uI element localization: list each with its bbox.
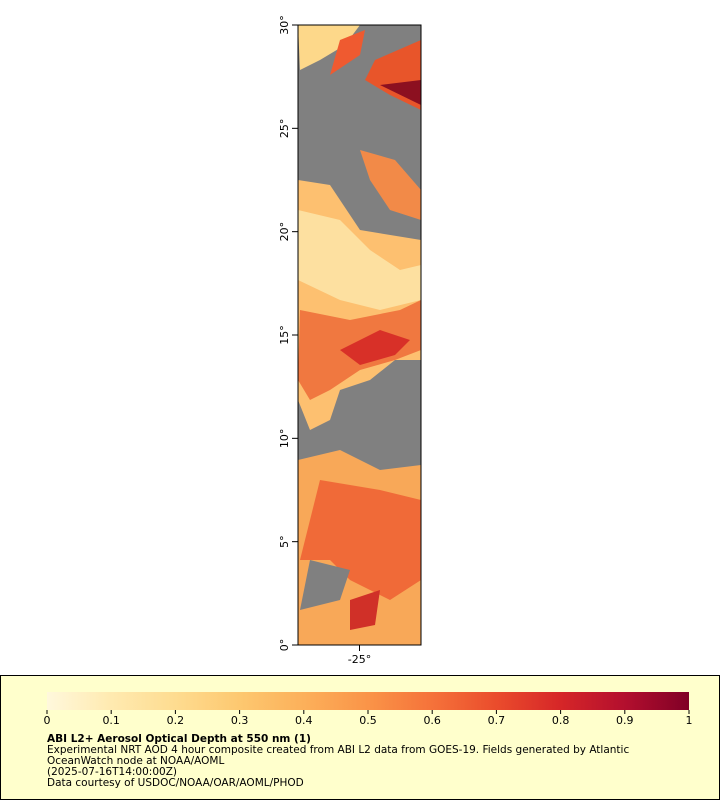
colorbar-tick-label: 0.8 — [552, 714, 570, 727]
map-raster — [297, 24, 422, 646]
legend-line: Data courtesy of USDOC/NOAA/OAR/AOML/PHO… — [47, 777, 304, 789]
legend-title: ABI L2+ Aerosol Optical Depth at 550 nm … — [47, 733, 311, 745]
y-tick-label: 30° — [278, 15, 291, 35]
legend: ABI L2+ Aerosol Optical Depth at 550 nm … — [44, 692, 693, 789]
y-tick-label: 20° — [278, 222, 291, 242]
colorbar-tick-label: 0.4 — [295, 714, 313, 727]
colorbar — [47, 692, 689, 710]
y-tick-label: 0° — [278, 639, 291, 652]
colorbar-tick-label: 0.2 — [167, 714, 185, 727]
colorbar-tick-label: 0 — [44, 714, 51, 727]
colorbar-tick-label: 0.1 — [102, 714, 120, 727]
colorbar-tick-label: 0.5 — [359, 714, 377, 727]
y-tick-label: 15° — [278, 325, 291, 345]
axes: 0° 5° 10° 15° 20° 25° 30° -25° — [278, 15, 371, 666]
y-tick-label: 5° — [278, 535, 291, 548]
colorbar-tick-label: 1 — [686, 714, 693, 727]
legend-line: Experimental NRT AOD 4 hour composite cr… — [47, 744, 629, 756]
colorbar-tick-label: 0.7 — [488, 714, 506, 727]
x-tick-label: -25° — [348, 653, 371, 666]
legend-line: (2025-07-16T14:00:00Z) — [47, 766, 177, 778]
colorbar-tick-label: 0.9 — [616, 714, 634, 727]
colorbar-tick-label: 0.3 — [231, 714, 249, 727]
y-tick-label: 25° — [278, 119, 291, 139]
y-tick-label: 10° — [278, 429, 291, 449]
legend-line: OceanWatch node at NOAA/AOML — [47, 755, 224, 767]
colorbar-tick-label: 0.6 — [423, 714, 441, 727]
